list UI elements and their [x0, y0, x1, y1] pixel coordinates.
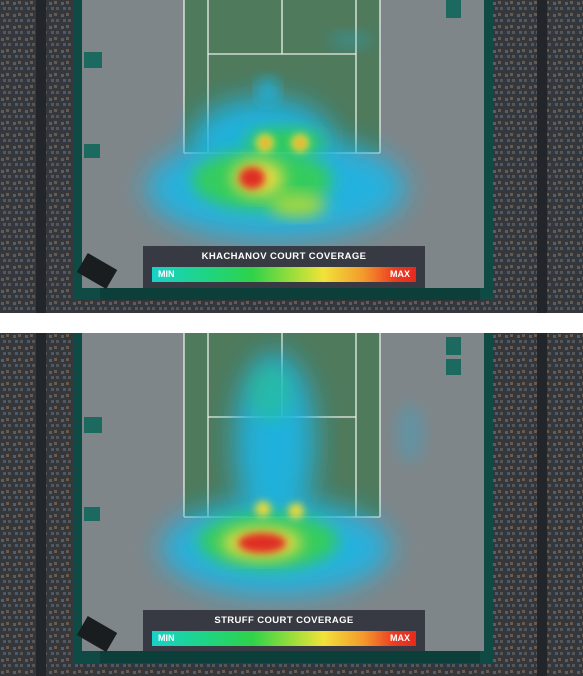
legend-color-scale: MIN MAX	[152, 631, 416, 646]
legend-max-label: MAX	[390, 268, 410, 279]
coverage-legend: KHACHANOV COURT COVERAGE MIN MAX	[143, 246, 425, 288]
court-heatmap-image	[0, 333, 583, 676]
legend-min-label: MIN	[158, 632, 175, 643]
heatmap-panel-struff: STRUFF COURT COVERAGE MIN MAX	[0, 333, 583, 676]
legend-max-label: MAX	[390, 632, 410, 643]
legend-title: STRUFF COURT COVERAGE	[214, 615, 354, 626]
legend-min-label: MIN	[158, 268, 175, 279]
legend-color-scale: MIN MAX	[152, 267, 416, 282]
heatmap-panel-khachanov: KHACHANOV COURT COVERAGE MIN MAX	[0, 0, 583, 313]
legend-title: KHACHANOV COURT COVERAGE	[201, 251, 367, 262]
coverage-legend: STRUFF COURT COVERAGE MIN MAX	[143, 610, 425, 652]
